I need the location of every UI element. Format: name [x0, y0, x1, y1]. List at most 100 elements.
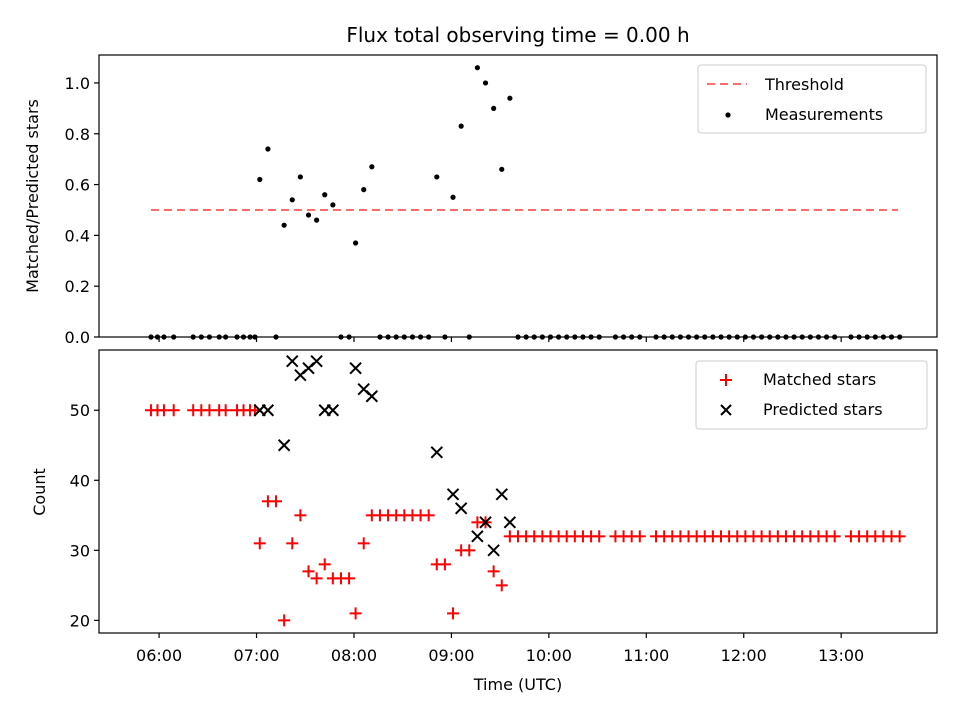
top-y-tick-label: 1.0	[65, 74, 90, 93]
top-plot-frame	[98, 54, 938, 338]
predicted-star-point	[471, 530, 484, 543]
predicted-star-point	[310, 355, 323, 368]
measurement-point	[297, 174, 303, 180]
matched-star-point	[278, 614, 291, 627]
matched-star-point	[893, 530, 906, 543]
matched-star-point	[253, 537, 266, 550]
top-chart-title: Flux total observing time = 0.00 h	[346, 23, 689, 47]
predicted-star-point	[479, 516, 492, 529]
top-legend-box	[697, 64, 927, 134]
predicted-star-point	[277, 439, 291, 452]
matched-star-point	[349, 607, 362, 620]
measurements-legend-label: Measurements	[765, 105, 883, 124]
threshold-legend-label: Threshold	[764, 75, 844, 94]
measurement-point	[322, 192, 328, 198]
measurements-legend-swatch	[725, 112, 731, 118]
bottom-x-tick-label: 11:00	[623, 646, 669, 665]
bottom-x-axis-ticks: 06:00 07:00 08:00 09:00 10:00 11:00 12:00 13:00	[136, 633, 864, 665]
predicted-star-point	[487, 544, 500, 557]
matched-stars-legend-swatch	[720, 374, 732, 386]
bottom-legend-box	[695, 360, 928, 430]
bottom-y-tick-label: 20	[70, 611, 90, 630]
matched-star-point	[828, 530, 841, 543]
predicted-star-point	[261, 404, 275, 417]
matched-star-point	[463, 544, 476, 557]
bottom-y-axis-label: Count	[30, 468, 49, 516]
predicted-star-point	[365, 390, 379, 403]
measurement-point	[305, 212, 312, 218]
measurement-point	[482, 80, 489, 86]
measurement-point	[499, 166, 505, 172]
matched-star-point	[357, 537, 370, 550]
matched-star-point	[438, 558, 451, 571]
measurement-point	[507, 95, 513, 101]
matched-star-point	[294, 509, 307, 522]
top-y-tick-label: 0.2	[65, 277, 90, 296]
matched-star-point	[310, 572, 323, 585]
matched-star-point	[487, 565, 500, 578]
bottom-legend: Matched stars Predicted stars	[695, 360, 928, 430]
predicted-star-point	[495, 488, 508, 501]
bottom-x-tick-label: 12:00	[721, 646, 767, 665]
matched-star-point	[495, 579, 508, 592]
bottom-y-axis-ticks: 20 30 40 50	[70, 401, 99, 630]
matched-star-point	[343, 572, 356, 585]
top-legend: Threshold Measurements	[697, 64, 927, 134]
bottom-chart-panel: 20 30 40 50 06:00 07:00 08:00 09:00 10:00 11:00 1…	[30, 349, 938, 694]
matched-stars-legend-label: Matched stars	[763, 370, 876, 389]
matched-star-point	[593, 530, 606, 543]
bottom-x-tick-label: 07:00	[233, 646, 279, 665]
top-y-tick-label: 0.0	[65, 328, 90, 347]
top-y-axis-ticks: 0.0 0.2 0.4 0.6 0.8 1.0	[65, 74, 99, 347]
bottom-y-tick-label: 40	[70, 471, 90, 490]
matched-star-point	[167, 404, 180, 417]
measurement-point	[361, 187, 367, 193]
matched-star-point	[633, 530, 646, 543]
measurement-point	[289, 197, 295, 203]
matched-star-point	[447, 607, 460, 620]
bottom-y-tick-label: 30	[70, 541, 90, 560]
top-y-tick-label: 0.4	[65, 226, 90, 245]
predicted-star-point	[326, 404, 340, 417]
predicted-star-point	[454, 502, 468, 515]
bottom-plot-frame	[98, 349, 938, 634]
measurement-point	[330, 202, 336, 208]
predicted-stars-points-group	[253, 355, 517, 557]
bottom-x-axis-label: Time (UTC)	[473, 675, 562, 694]
top-y-tick-label: 0.8	[65, 125, 90, 144]
matched-star-point	[286, 537, 299, 550]
measurement-point	[265, 146, 271, 152]
bottom-x-tick-label: 13:00	[818, 646, 864, 665]
matched-star-point	[302, 565, 315, 578]
measurement-point	[281, 222, 287, 228]
bottom-x-tick-label: 10:00	[526, 646, 572, 665]
measurement-point	[474, 65, 480, 71]
top-x-axis-ticks	[158, 337, 842, 342]
measurement-point	[257, 176, 263, 183]
matched-star-point	[318, 558, 331, 571]
top-chart-panel: 0.0 0.2 0.4 0.6 0.8 1.0 Matched/Predicted sta…	[23, 54, 938, 347]
predicted-stars-legend-label: Predicted stars	[763, 400, 883, 419]
bottom-x-tick-label: 08:00	[331, 646, 377, 665]
top-y-tick-label: 0.6	[65, 176, 90, 195]
matched-star-point	[219, 404, 232, 417]
measurement-point	[491, 105, 497, 111]
predicted-star-point	[286, 355, 299, 368]
measurement-point	[353, 240, 359, 246]
predicted-star-point	[503, 516, 517, 529]
measurement-point	[458, 123, 464, 129]
predicted-star-point	[446, 488, 460, 501]
bottom-x-tick-label: 06:00	[136, 646, 182, 665]
predicted-star-point	[349, 362, 362, 375]
matched-stars-points-group	[144, 404, 906, 627]
matched-star-point	[422, 509, 435, 522]
measurement-point	[450, 194, 456, 200]
predicted-stars-legend-swatch	[720, 404, 732, 416]
top-y-axis-label: Matched/Predicted stars	[23, 99, 42, 293]
bottom-x-tick-label: 09:00	[428, 646, 474, 665]
bottom-y-tick-label: 50	[70, 401, 90, 420]
predicted-star-point	[430, 446, 444, 459]
measurement-point	[369, 164, 375, 170]
measurement-point	[434, 174, 440, 180]
